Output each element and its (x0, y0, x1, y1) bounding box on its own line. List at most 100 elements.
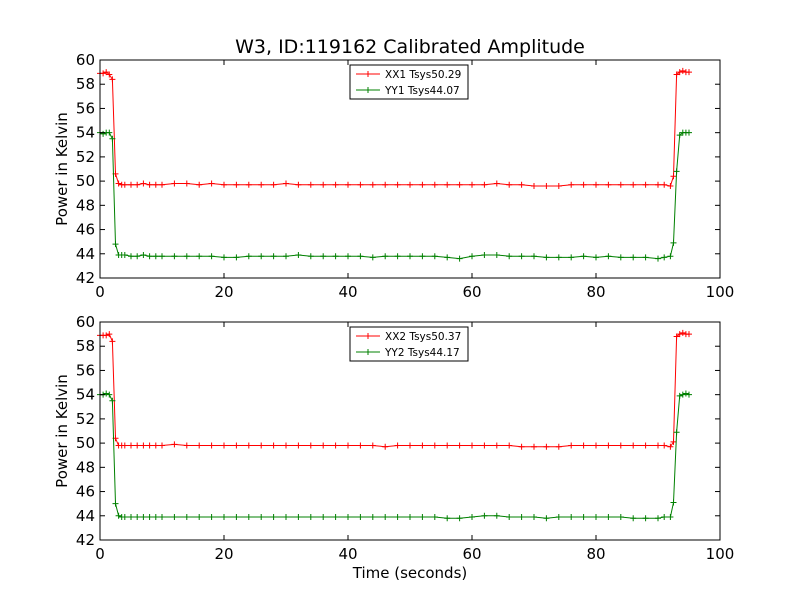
series-xx1-point (531, 182, 537, 189)
series-xx1-point (258, 181, 265, 188)
series-xx2-point (320, 442, 327, 449)
series-yy2-point (245, 513, 252, 520)
series-yy1-point (183, 253, 190, 260)
legend-swatch-marker (365, 333, 371, 339)
series-yy2-point (121, 513, 128, 520)
series-xx1-point (419, 181, 426, 188)
series-yy2-point (673, 429, 680, 436)
series-xx2-point (196, 442, 203, 449)
series-yy2-point (493, 512, 500, 519)
series-xx2-point (369, 442, 376, 449)
y-tick-label: 56 (76, 99, 95, 117)
series-xx1-point (670, 173, 677, 180)
series-xx1-point (667, 182, 674, 189)
y-tick-label: 50 (76, 172, 95, 190)
series-yy2-point (655, 515, 661, 522)
series-xx2-point (109, 338, 116, 345)
series-yy2-point (679, 391, 686, 398)
bottom-subplot: 0 20 40 60 80 100 42 44 46 48 50 52 54 56 58 60 Power in… (53, 313, 734, 582)
series-yy1-point (568, 254, 575, 261)
legend-entry-label: XX2 Tsys50.37 (385, 331, 461, 343)
series-xx1-point (357, 181, 364, 188)
series-yy1-point (456, 255, 463, 262)
series-xx1-point (431, 181, 438, 188)
series-xx1-point (320, 181, 327, 188)
series-yy2-point (140, 513, 147, 520)
series-xx1-point (369, 181, 376, 188)
y-axis-label: Power in Kelvin (53, 374, 71, 488)
series-xx2-point (676, 331, 683, 338)
y-axis-label: Power in Kelvin (53, 112, 71, 226)
series-yy2-point (670, 499, 677, 506)
series-yy1-point (109, 135, 116, 142)
series-xx1-point (283, 180, 289, 187)
series-xx2-group (97, 329, 692, 450)
series-yy1-point (270, 253, 277, 260)
y-tick-label: 52 (76, 410, 95, 428)
series-yy1-point (655, 255, 661, 262)
y-tick-label: 46 (76, 483, 95, 501)
series-yy1-point (670, 239, 677, 246)
series-xx2-point (686, 331, 692, 338)
series-xx1-point (580, 181, 587, 188)
series-xx1-point (655, 181, 661, 188)
series-xx2-point (493, 442, 500, 449)
series-yy1-point (295, 251, 302, 258)
series-yy2-point (630, 515, 637, 522)
series-yy2-point (605, 513, 612, 520)
series-xx1-point (100, 70, 107, 77)
series-xx1-point (518, 181, 525, 188)
series-xx2-point (555, 443, 562, 450)
series-yy2-point (258, 513, 265, 520)
series-yy1-point (121, 251, 128, 258)
series-yy1-point (307, 253, 314, 260)
y-tick-label: 58 (76, 337, 95, 355)
series-yy2-point (106, 391, 113, 398)
series-xx2-point (518, 443, 525, 450)
series-yy1-point (106, 129, 113, 136)
series-xx2-point (506, 442, 513, 449)
y-tick-label: 52 (76, 148, 95, 166)
series-xx1-point (555, 182, 562, 189)
series-xx2-point (121, 442, 128, 449)
series-xx1-point (221, 181, 227, 188)
series-yy2-point (543, 515, 550, 522)
series-yy1-point (196, 253, 203, 260)
series-xx2-point (221, 442, 227, 449)
series-yy1-point (159, 253, 165, 260)
series-yy2-point (345, 513, 351, 520)
series-yy2-point (196, 513, 203, 520)
y-tick-label: 56 (76, 361, 95, 379)
series-yy2-point (320, 513, 327, 520)
x-tick-label: 40 (338, 283, 357, 301)
y-tick-label: 54 (76, 124, 95, 142)
series-xx1-point (196, 181, 203, 188)
series-yy2-point (221, 513, 227, 520)
series-yy1-point (686, 129, 692, 136)
x-tick-label: 60 (462, 545, 481, 563)
series-yy1-point (152, 253, 159, 260)
series-yy2-point (642, 515, 649, 522)
series-xx2-point (444, 442, 451, 449)
series-xx2-point (183, 442, 190, 449)
series-yy1-point (444, 254, 451, 261)
series-xx1-point (686, 69, 692, 76)
series-yy2-point (159, 513, 165, 520)
series-yy2-point (518, 513, 525, 520)
series-xx1-point (506, 181, 513, 188)
series-xx1-point (159, 181, 165, 188)
series-yy1-point (469, 253, 475, 260)
legend: XX2 Tsys50.37 YY2 Tsys44.17 (349, 326, 469, 362)
series-yy2-point (208, 513, 215, 520)
series-yy1-point (605, 253, 612, 260)
series-yy2-point (332, 513, 339, 520)
series-xx2-point (469, 442, 475, 449)
series-yy2-point (506, 513, 513, 520)
series-xx2-point (481, 442, 488, 449)
series-yy1-point (493, 251, 500, 258)
series-xx1-point (661, 181, 668, 188)
legend-box (349, 64, 469, 100)
series-yy2-point (682, 390, 689, 397)
series-yy2-point (456, 515, 463, 522)
